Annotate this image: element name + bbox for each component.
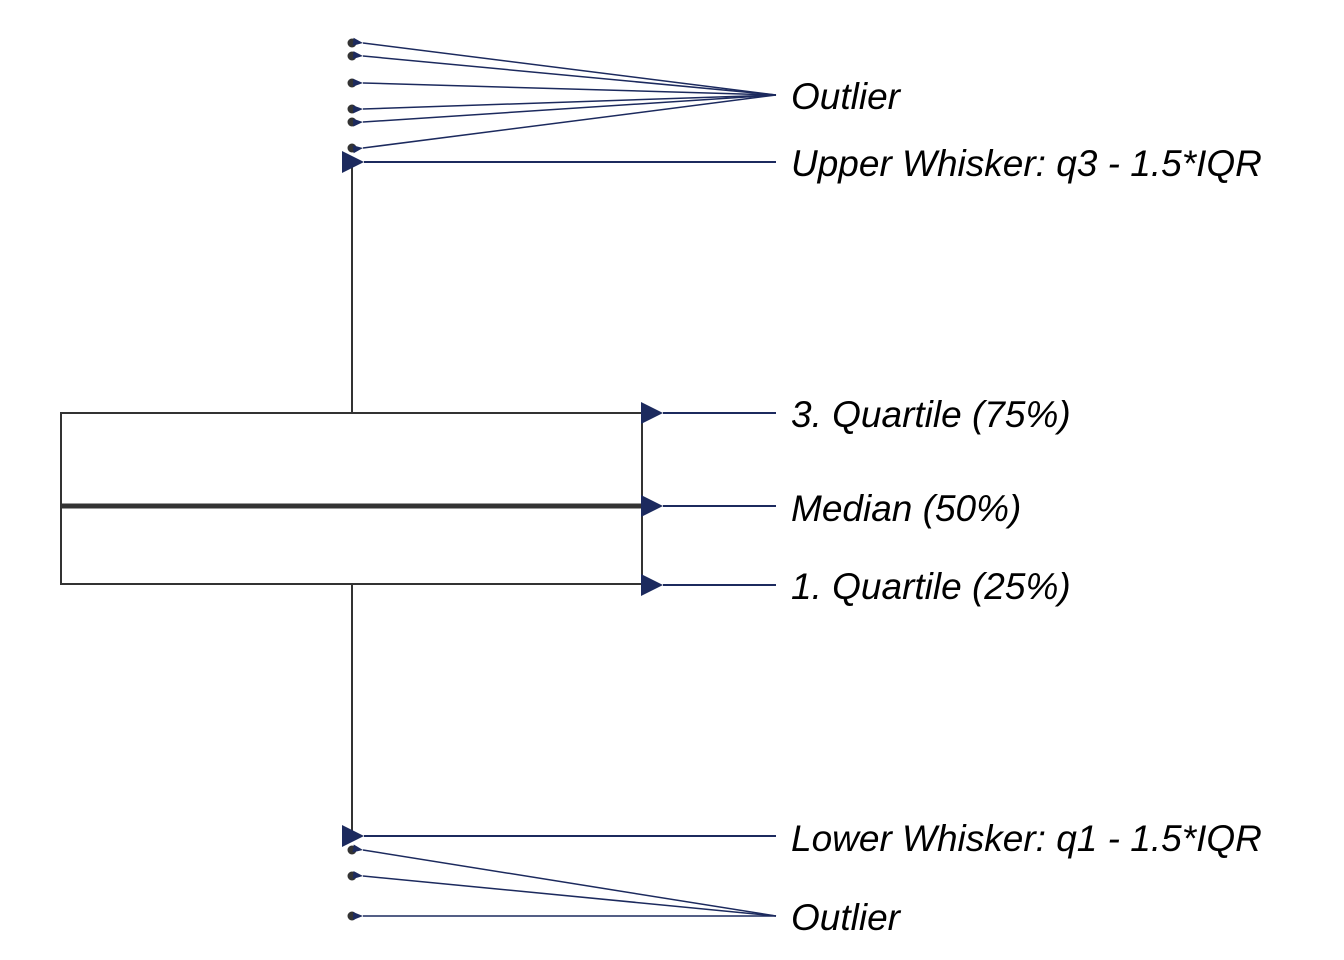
upper-outlier-points (347, 38, 357, 153)
outlier-point (347, 143, 357, 153)
label-outlier-lower: Outlier (791, 897, 902, 938)
outlier-point (347, 871, 357, 881)
label-lower-whisker: Lower Whisker: q1 - 1.5*IQR (791, 818, 1262, 859)
label-outlier-upper: Outlier (791, 76, 902, 117)
upper-outlier-arrow (352, 94, 777, 154)
label-q1: 1. Quartile (25%) (791, 566, 1071, 607)
label-q3: 3. Quartile (75%) (791, 394, 1071, 435)
annotation-labels: Outlier Upper Whisker: q3 - 1.5*IQR 3. Q… (791, 76, 1262, 938)
outlier-point (347, 845, 357, 855)
outlier-point (347, 117, 357, 127)
lower-outlier-arrow (352, 844, 777, 917)
label-median: Median (50%) (791, 488, 1021, 529)
outlier-point (347, 104, 357, 114)
outlier-point (347, 38, 357, 48)
lower-outlier-arrow (352, 871, 777, 917)
upper-outlier-arrow (352, 78, 777, 96)
boxplot (60, 162, 643, 836)
upper-outlier-arrow (352, 51, 777, 96)
outlier-point (347, 911, 357, 921)
lower-outlier-points (347, 845, 357, 921)
interquartile-box (60, 412, 643, 585)
annotation-arrows (342, 37, 777, 920)
label-upper-whisker: Upper Whisker: q3 - 1.5*IQR (791, 143, 1262, 184)
outlier-point (347, 51, 357, 61)
upper-outlier-arrow (352, 94, 777, 127)
outlier-point (347, 78, 357, 88)
upper-outlier-arrow (352, 37, 777, 96)
upper-outlier-arrow (352, 94, 777, 114)
